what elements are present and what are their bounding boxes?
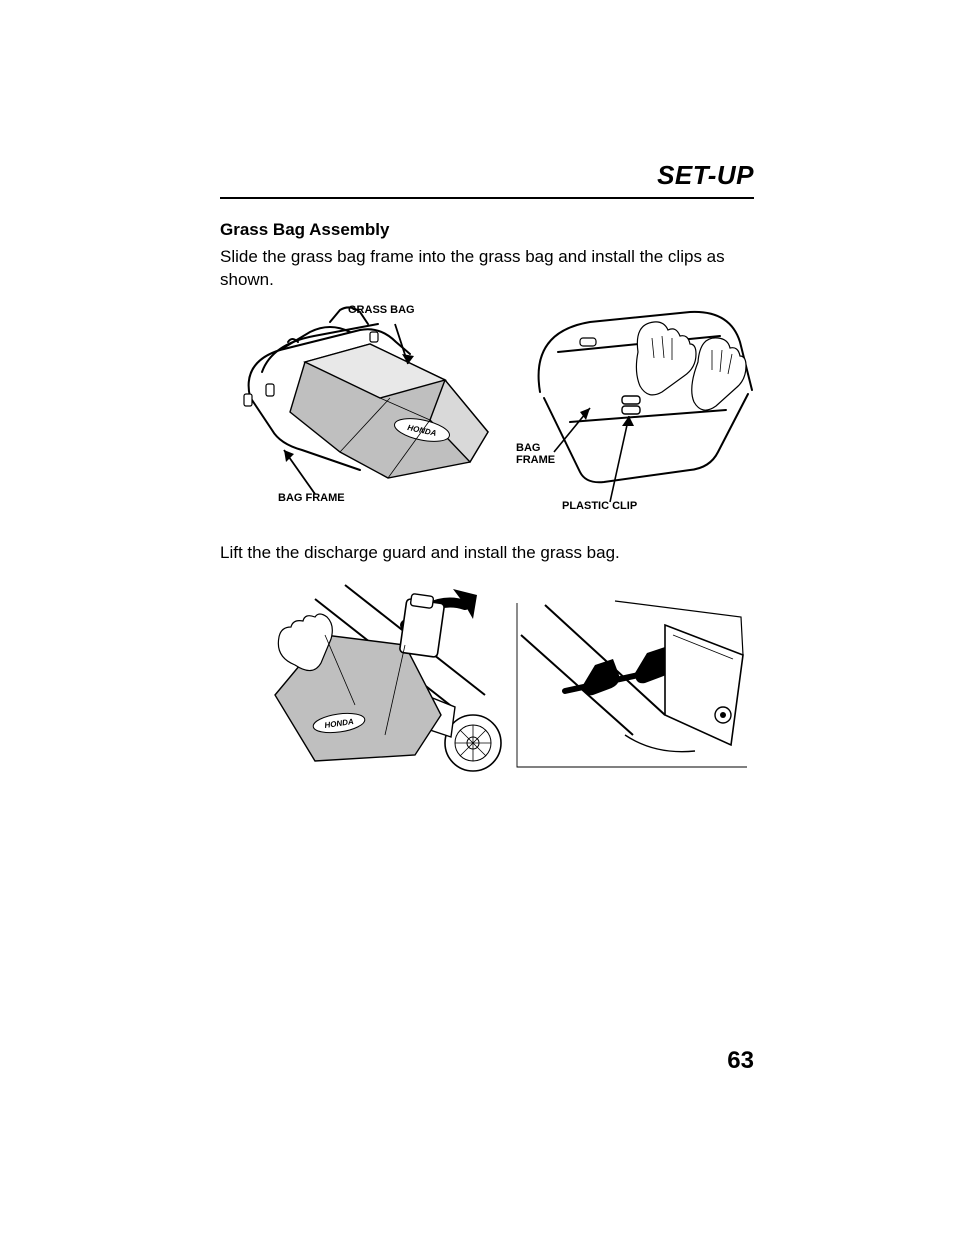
deck-edge: [625, 735, 695, 752]
section-header: SET-UP: [220, 160, 754, 199]
plastic-clip: [622, 396, 640, 414]
callout-bag-frame-2: BAG FRAME: [516, 442, 555, 466]
install-svg: HONDA: [255, 575, 505, 785]
paragraph-2: Lift the the discharge guard and install…: [220, 542, 754, 565]
paragraph-1: Slide the grass bag frame into the grass…: [220, 246, 754, 292]
guard-plate: [665, 625, 743, 745]
figure-grass-bag: HONDA: [220, 302, 510, 512]
discharge-guard: [399, 593, 444, 657]
figure-hooks: [515, 595, 750, 775]
content-area: Grass Bag Assembly Slide the grass bag f…: [220, 220, 754, 805]
callout-grass-bag: GRASS BAG: [348, 304, 415, 316]
clip-svg: [520, 302, 770, 512]
subheading: Grass Bag Assembly: [220, 220, 754, 240]
page: SET-UP Grass Bag Assembly Slide the gras…: [0, 0, 954, 1235]
figure-row-2: HONDA: [220, 575, 754, 795]
figure-row-1: HONDA: [220, 302, 754, 532]
callout-plastic-clip-arrow: [610, 416, 634, 502]
section-title: SET-UP: [220, 160, 754, 191]
grass-bag-svg: HONDA: [220, 302, 510, 512]
hand-right: [692, 338, 746, 410]
page-number: 63: [727, 1047, 754, 1075]
hook-svg: [515, 595, 750, 775]
hooks: [583, 647, 671, 695]
plastic-clip-2: [580, 338, 596, 346]
hand-left: [636, 322, 696, 395]
callout-bag-frame-arrow: [284, 450, 315, 494]
callout-bag-frame-1: BAG FRAME: [278, 492, 345, 504]
figure-clips: BAG FRAME PLASTIC CLIP: [520, 302, 770, 512]
callout-plastic-clip: PLASTIC CLIP: [562, 500, 637, 512]
figure-install-bag: HONDA: [255, 575, 505, 785]
header-rule: [220, 197, 754, 199]
